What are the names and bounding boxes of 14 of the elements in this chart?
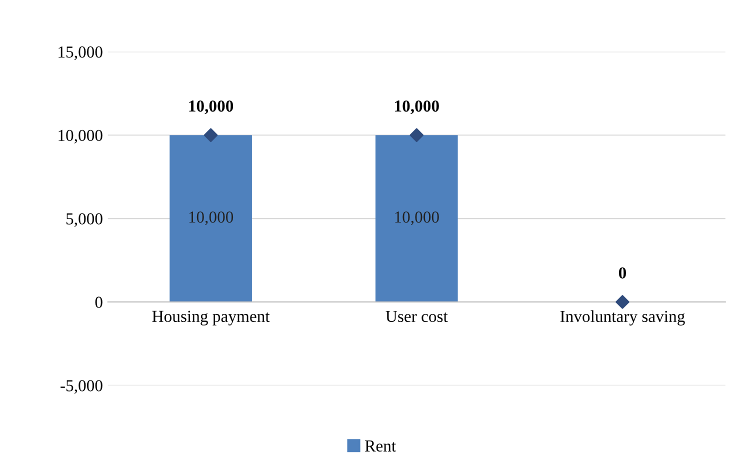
y-tick-label: 10,000 xyxy=(58,130,102,144)
y-tick-label: -5,000 xyxy=(60,380,102,394)
y-tick-label: 0 xyxy=(95,296,102,308)
x-tick-label: Involuntary saving xyxy=(560,310,685,326)
data-label: 10,000 xyxy=(395,100,439,114)
legend-label: Rent xyxy=(365,440,396,452)
x-tick-label: Housing payment xyxy=(152,310,270,326)
data-label: 10,000 xyxy=(189,100,234,114)
y-tick-label: 15,000 xyxy=(58,46,102,60)
data-label: 10,000 xyxy=(395,211,439,226)
y-tick-label: 5,000 xyxy=(66,213,102,227)
data-label: 0 xyxy=(618,267,626,279)
x-tick-label: User cost xyxy=(386,310,448,322)
data-label: 10,000 xyxy=(189,211,234,226)
